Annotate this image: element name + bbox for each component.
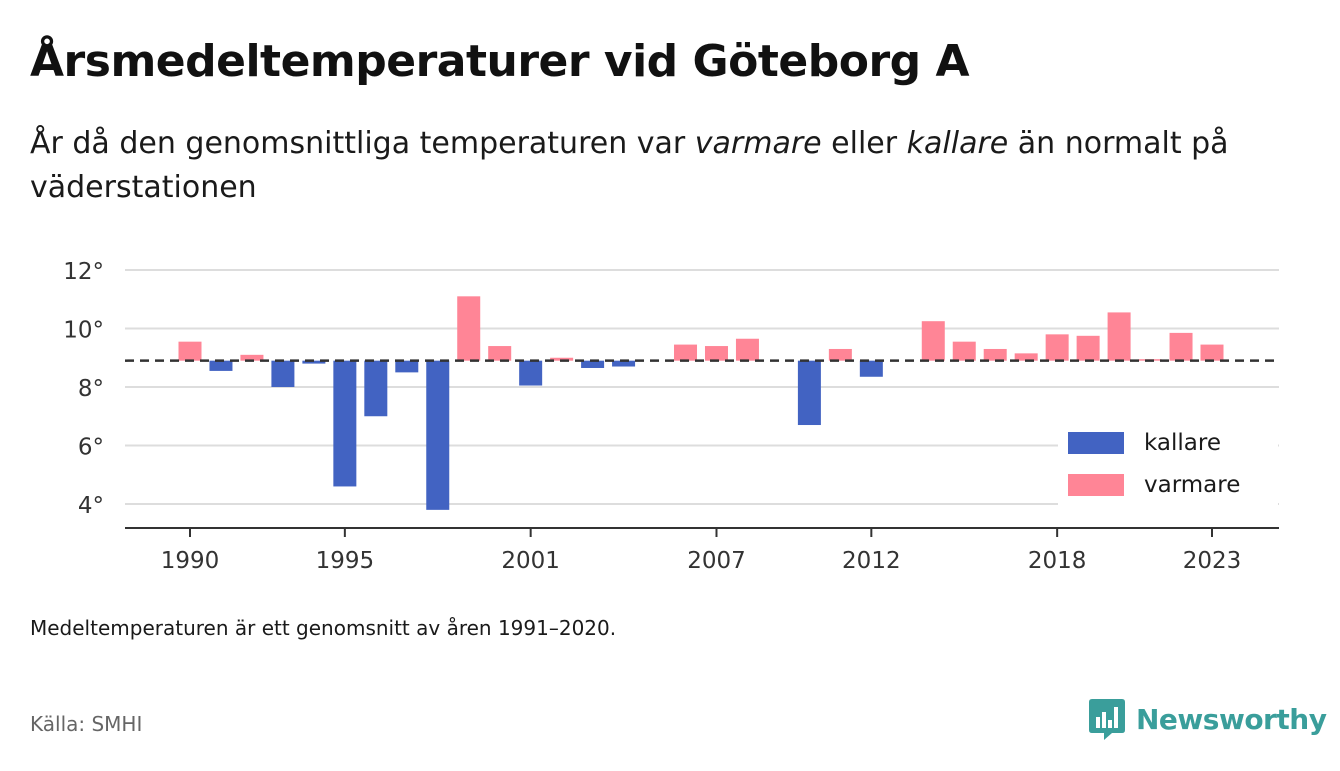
bar xyxy=(704,346,728,361)
chart-footnote: Medeltemperaturen är ett genomsnitt av å… xyxy=(30,616,617,640)
bar xyxy=(1045,334,1069,361)
source-credit: Källa: SMHI xyxy=(30,712,143,736)
bar xyxy=(1169,332,1193,361)
y-tick-label: 10° xyxy=(63,318,104,344)
bar xyxy=(240,354,264,361)
bar xyxy=(209,360,233,371)
subtitle-cold-word: kallare xyxy=(906,126,1009,161)
subtitle-part2: eller xyxy=(821,126,907,161)
x-tick-label: 1990 xyxy=(161,548,220,574)
x-tick-label: 2001 xyxy=(501,548,560,574)
bar xyxy=(983,348,1007,361)
bar xyxy=(674,344,698,361)
x-tick-label: 2012 xyxy=(842,548,901,574)
newsworthy-logo-icon xyxy=(1089,699,1125,740)
legend-label-varmare: varmare xyxy=(1144,472,1241,498)
chart-title: Årsmedeltemperaturer vid Göteborg A xyxy=(30,36,970,87)
x-tick-label: 2023 xyxy=(1183,548,1242,574)
bar xyxy=(302,360,326,364)
bar xyxy=(1200,344,1224,361)
chart-legend: kallare varmare xyxy=(1058,420,1278,508)
bar xyxy=(333,360,357,487)
subtitle-warm-word: varmare xyxy=(694,126,822,161)
legend-label-kallare: kallare xyxy=(1144,430,1221,456)
bar xyxy=(519,360,543,386)
bar xyxy=(550,357,574,361)
bar xyxy=(1014,353,1038,361)
bar xyxy=(612,360,636,367)
y-tick-label: 6° xyxy=(78,435,104,461)
legend-item-kallare: kallare xyxy=(1068,430,1221,456)
subtitle-part3: än normalt på väderstationen xyxy=(30,126,1229,205)
bar xyxy=(797,360,821,426)
chart-subtitle: År då den genomsnittliga temperaturen va… xyxy=(30,122,1300,210)
legend-swatch-varmare xyxy=(1068,474,1124,496)
subtitle-part1: År då den genomsnittliga temperaturen va… xyxy=(30,126,695,161)
bar xyxy=(364,360,388,417)
newsworthy-logo[interactable]: Newsworthy xyxy=(1088,697,1327,741)
bar xyxy=(921,321,945,361)
bar xyxy=(271,360,295,387)
bar xyxy=(581,360,605,368)
bar xyxy=(457,296,481,361)
bar xyxy=(395,360,419,373)
newsworthy-logo-text: Newsworthy xyxy=(1136,702,1327,736)
x-tick-label: 2018 xyxy=(1028,548,1087,574)
bar xyxy=(426,360,450,510)
bar xyxy=(178,341,202,361)
bar xyxy=(488,346,512,361)
x-tick-label: 2007 xyxy=(687,548,746,574)
bar xyxy=(1107,312,1131,361)
y-tick-label: 12° xyxy=(63,259,104,285)
bar xyxy=(952,341,976,361)
bar xyxy=(859,360,883,377)
x-tick-label: 1995 xyxy=(316,548,375,574)
y-tick-label: 8° xyxy=(78,376,104,402)
bar xyxy=(828,348,852,361)
legend-item-varmare: varmare xyxy=(1068,472,1240,498)
bar xyxy=(1076,335,1100,361)
bar xyxy=(735,338,759,361)
legend-swatch-kallare xyxy=(1068,432,1124,454)
y-tick-label: 4° xyxy=(78,493,104,519)
